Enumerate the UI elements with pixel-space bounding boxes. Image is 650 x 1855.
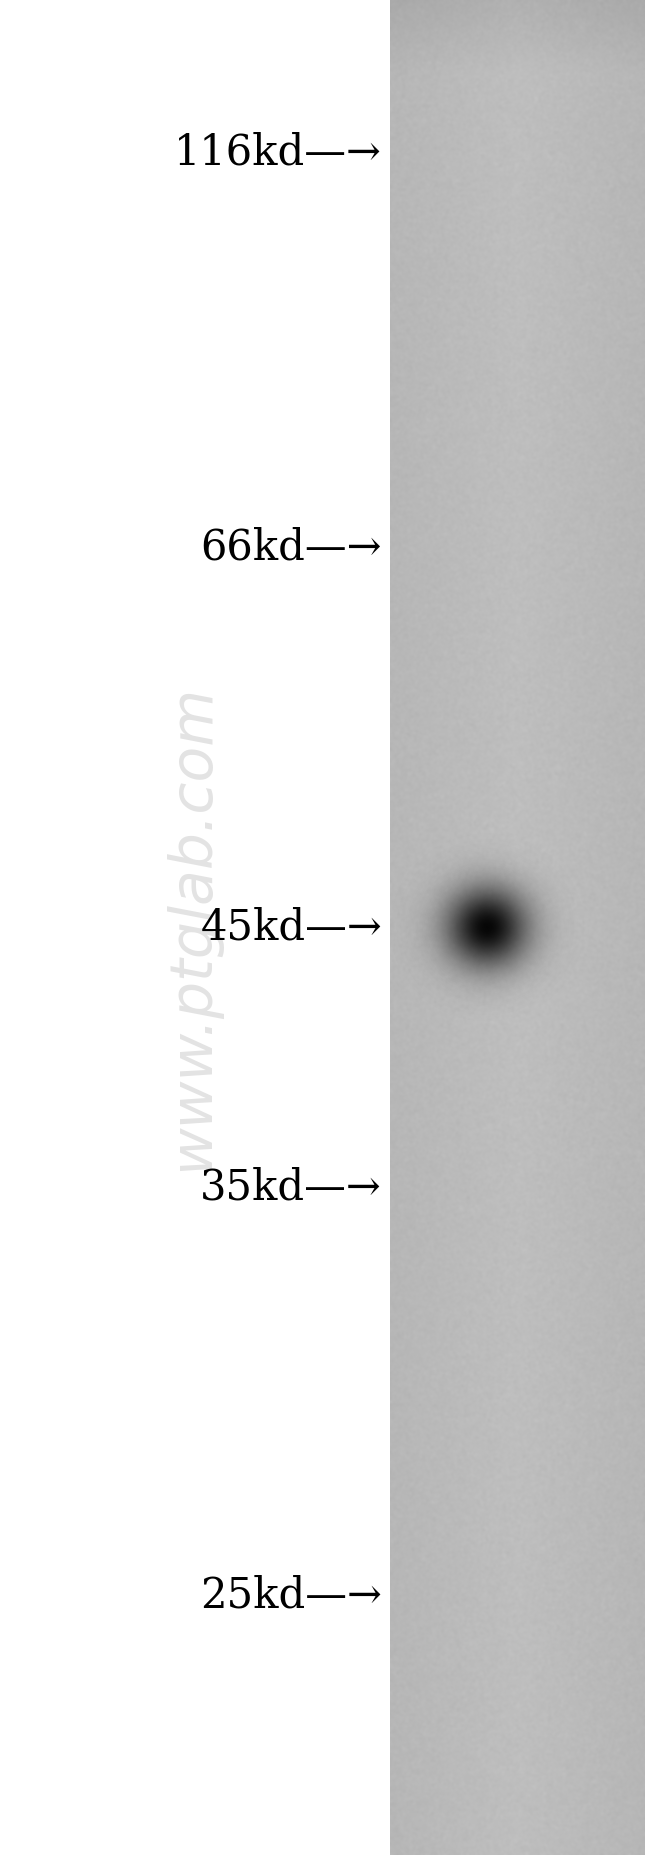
Text: 35kd—→: 35kd—→ [200, 1167, 382, 1208]
Text: 66kd—→: 66kd—→ [200, 527, 382, 568]
Text: www.ptglab.com: www.ptglab.com [163, 684, 220, 1171]
Text: 45kd—→: 45kd—→ [200, 907, 382, 948]
Text: 116kd—→: 116kd—→ [174, 132, 382, 173]
Text: 25kd—→: 25kd—→ [200, 1575, 382, 1616]
